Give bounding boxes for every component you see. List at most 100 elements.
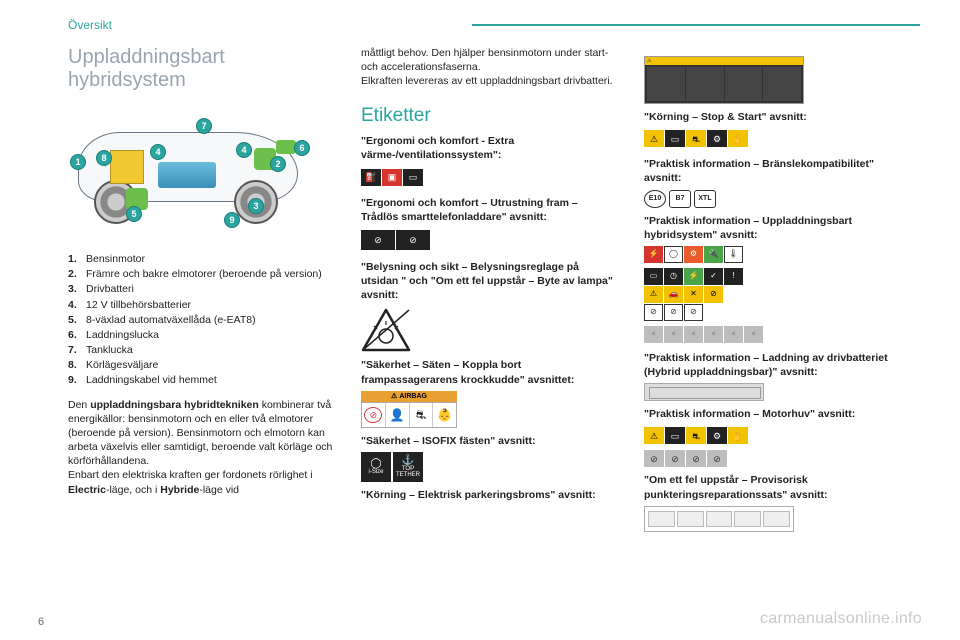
intro-para-2: Enbart den elektriska kraften ger fordon… <box>68 468 333 496</box>
label-heading: "Praktisk information – Motorhuv" avsnit… <box>644 407 914 421</box>
hybrid-icons-row1: ⚡ ◯ ⚙ 🔌 🌡 <box>644 246 914 263</box>
warning-icon: ⚠ <box>644 427 664 444</box>
airbag-cell: 👤 <box>386 403 410 427</box>
book-icon: ▭ <box>665 130 685 147</box>
hybrid-icons-row2: ▭ ◷ ⚡ ✓ ! <box>644 268 914 285</box>
hand-icon: ✋ <box>728 130 748 147</box>
jack-icon: ⛐ <box>686 130 706 147</box>
tire-repair-diagram <box>644 506 794 532</box>
nocharge-icon: ⊘ <box>644 304 663 321</box>
label-icons-heater: ⛽ ▣ ▭ <box>361 169 423 186</box>
parkbrake-warning-label: ⚠ <box>644 56 804 104</box>
nobatt-icon: ⊘ <box>704 286 723 303</box>
callout-5: 5 <box>126 206 142 222</box>
airbag-cell: ⛐ <box>410 403 434 427</box>
check-icon: ✓ <box>704 268 723 285</box>
circle-icon: ◯ <box>664 246 683 263</box>
charge-port <box>276 140 296 154</box>
battery-block <box>158 162 216 188</box>
gear-icon: ⚙ <box>684 246 703 263</box>
callout-9: 9 <box>224 212 240 228</box>
callout-3: 3 <box>248 198 264 214</box>
callout-2: 2 <box>270 156 286 172</box>
fuel-icon: ⛽ <box>361 169 381 186</box>
nobelt-icon: ⊘ <box>707 450 727 467</box>
charging-diagram <box>644 383 764 401</box>
list-item: 3.Drivbatteri <box>68 282 333 296</box>
label-heading: "Körning – Stop & Start" avsnitt: <box>644 110 914 124</box>
hood-icons-row1: ⚠ ▭ ⛐ ⚙ ✋ <box>644 427 748 444</box>
nohand-icon: ⊘ <box>665 450 685 467</box>
section-name: Översikt <box>68 18 112 32</box>
list-item: 5.8-växlad automatväxellåda (e-EAT8) <box>68 313 333 327</box>
callout-6: 6 <box>294 140 310 156</box>
toptether-icon: ⚓TOP TETHER <box>393 452 423 482</box>
clock-icon: ◷ <box>664 268 683 285</box>
label-heading: "Säkerhet – Säten – Koppla bort frampass… <box>361 358 616 386</box>
label-heading: "Ergonomi och komfort - Extra värme-/ven… <box>361 134 616 162</box>
list-item: 9.Laddningskabel vid hemmet <box>68 373 333 387</box>
book-icon: ▭ <box>403 169 423 186</box>
hybrid-icons-row4: ⊘ ⊘ ⊘ <box>644 304 914 321</box>
temp-icon: 🌡 <box>724 246 743 263</box>
list-item: 8.Körlägesväljare <box>68 358 333 372</box>
labels-subtitle: Etiketter <box>361 103 616 129</box>
list-item: 1.Bensinmotor <box>68 252 333 266</box>
list-item: 4.12 V tillbehörsbatterier <box>68 298 333 312</box>
info6-icon: ▫ <box>744 326 763 343</box>
header: Översikt <box>68 18 920 32</box>
label-heading: "Om ett fel uppstår – Provisorisk punkte… <box>644 473 914 501</box>
header-rule <box>472 24 920 26</box>
fuel-compat-icons: E10 B7 XTL <box>644 190 914 208</box>
column-2: måttligt behov. Den hjälper bensinmotorn… <box>361 46 616 536</box>
bulb-warning-icon <box>361 308 411 352</box>
fuel-e10-icon: E10 <box>644 190 666 208</box>
warn-icon: ⚠ <box>644 286 663 303</box>
intro-para: Den uppladdningsbara hybridtekniken komb… <box>68 398 333 469</box>
isize-icon: ◯i-Size <box>361 452 391 482</box>
hybrid-icons-row3: ⚠ 🚗 ✕ ⊘ <box>644 286 914 303</box>
airbag-label: ⚠ AIRBAG ⊘ 👤 ⛐ 👶 <box>361 391 457 428</box>
jack-icon: ⛐ <box>686 427 706 444</box>
bolt-icon: ⚡ <box>684 268 703 285</box>
no-card-icon: ⊘ <box>396 230 430 250</box>
noplug-icon: ⊘ <box>664 304 683 321</box>
continuation-para: måttligt behov. Den hjälper bensinmotorn… <box>361 46 616 89</box>
parts-list: 1.Bensinmotor 2.Främre och bakre elmotor… <box>68 252 333 388</box>
hybrid-diagram: 1 8 7 4 4 2 6 5 3 9 <box>68 102 308 242</box>
hood-icons-row2: ⊘ ⊘ ⊘ ⊘ <box>644 450 914 467</box>
nowash-icon: ⊘ <box>684 304 703 321</box>
info5-icon: ▫ <box>724 326 743 343</box>
key-icon: ⚙ <box>707 130 727 147</box>
nofan-icon: ⊘ <box>644 450 664 467</box>
info3-icon: ▫ <box>684 326 703 343</box>
list-item: 6.Laddningslucka <box>68 328 333 342</box>
fuel-xtl-icon: XTL <box>694 190 716 208</box>
label-heading: "Belysning och sikt – Belysningsreglage … <box>361 260 616 303</box>
label-heading: "Säkerhet – ISOFIX fästen" avsnitt: <box>361 434 616 448</box>
airbag-header: ⚠ AIRBAG <box>361 391 457 402</box>
callout-8: 8 <box>96 150 112 166</box>
warning-body <box>645 65 803 103</box>
info1-icon: ▫ <box>644 326 663 343</box>
flame-icon: ▣ <box>382 169 402 186</box>
callout-1: 1 <box>70 154 86 170</box>
car-icon: 🚗 <box>664 286 683 303</box>
page-title: Uppladdningsbart hybridsystem <box>68 46 333 92</box>
excl-icon: ! <box>724 268 743 285</box>
callout-7: 7 <box>196 118 212 134</box>
info2-icon: ▫ <box>664 326 683 343</box>
plug-icon: 🔌 <box>704 246 723 263</box>
page-number: 6 <box>38 616 44 628</box>
page: Översikt Uppladdningsbart hybridsystem 1… <box>0 0 960 536</box>
engine-block <box>110 150 144 184</box>
columns: Uppladdningsbart hybridsystem 1 8 7 4 4 … <box>68 46 920 536</box>
warning-header: ⚠ <box>645 57 803 65</box>
label-heading: "Ergonomi och komfort – Utrustning fram … <box>361 196 616 224</box>
airbag-cell: ⊘ <box>362 403 386 427</box>
book-icon: ▭ <box>665 427 685 444</box>
nohot-icon: ⊘ <box>686 450 706 467</box>
no-metal-icon: ⊘ <box>361 230 395 250</box>
fuel-b7-icon: B7 <box>669 190 691 208</box>
list-item: 7.Tanklucka <box>68 343 333 357</box>
